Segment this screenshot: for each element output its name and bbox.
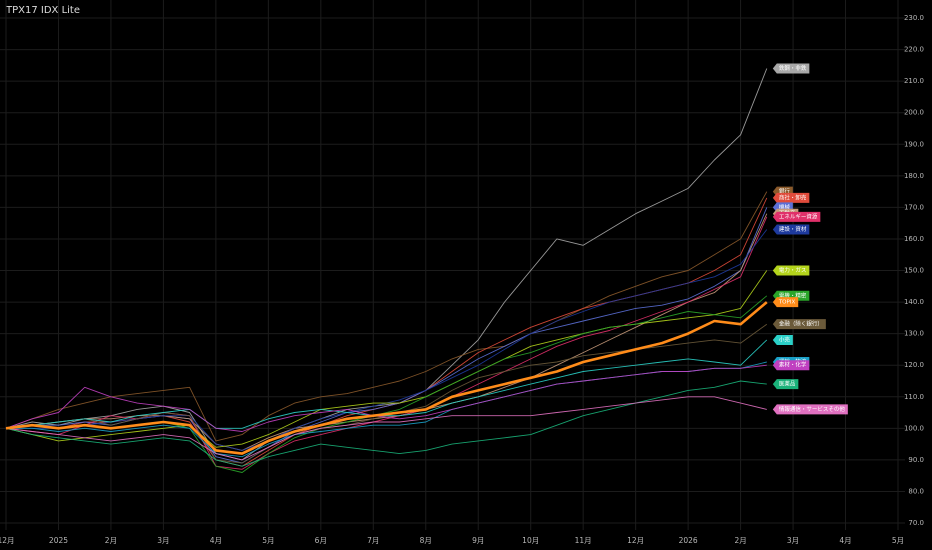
- y-tick-label: 170.0: [904, 203, 924, 211]
- series-tag: 鉄鋼・非鉄: [772, 63, 810, 74]
- y-tick-label: 120.0: [904, 361, 924, 369]
- x-tick-label: 6月: [315, 536, 327, 545]
- y-tick-label: 90.0: [908, 456, 924, 464]
- series-tag: 商社・卸売: [772, 192, 810, 203]
- series-tag-label: 商社・卸売: [779, 193, 807, 201]
- series-line: [5, 380, 767, 467]
- series-tag-box: [772, 334, 793, 345]
- y-tick-label: 210.0: [904, 77, 924, 85]
- series-tag-box: [772, 319, 826, 330]
- x-tick-label: 2月: [734, 536, 746, 545]
- x-tick-label: 7月: [367, 536, 379, 545]
- series-line: [5, 339, 768, 429]
- series-tag: 電力・ガス: [772, 265, 810, 276]
- series-line: [5, 191, 768, 442]
- series-tag-label: 鉄鋼・非鉄: [779, 64, 807, 72]
- series-tag-label: 電機・精密: [779, 291, 807, 299]
- series-tag-box: [772, 192, 810, 203]
- series-line: [5, 216, 768, 470]
- series-line: [6, 361, 767, 458]
- x-tick-label: 3月: [787, 536, 799, 545]
- series-tag-label: 電力・ガス: [779, 266, 807, 274]
- x-tick-label: 4月: [210, 536, 222, 545]
- x-tick-label: 9月: [472, 536, 484, 545]
- x-tick-label: 5月: [262, 536, 274, 545]
- series-line: [5, 270, 768, 448]
- y-tick-label: 150.0: [904, 267, 924, 275]
- x-tick-label: 2026: [679, 536, 698, 545]
- x-tick-label: 11月: [575, 536, 592, 545]
- y-tick-label: 110.0: [904, 393, 924, 401]
- grid: [0, 0, 905, 530]
- y-tick-label: 80.0: [908, 487, 924, 495]
- x-tick-label: 10月: [522, 536, 539, 545]
- series-tag: 医薬品: [772, 379, 799, 390]
- y-tick-label: 70.0: [908, 519, 924, 527]
- series-line: [5, 301, 768, 455]
- x-tick-label: 2月: [105, 536, 117, 545]
- x-tick-label: 3月: [157, 536, 169, 545]
- series-tag-label: 医薬品: [779, 380, 796, 388]
- series-tag-box: [772, 360, 810, 371]
- series-tag-label: 素材・化学: [779, 361, 807, 369]
- series-line: [5, 68, 768, 461]
- x-tick-label: 5月: [892, 536, 904, 545]
- series-tag-label: 建設・資材: [779, 225, 807, 233]
- y-tick-label: 200.0: [904, 109, 924, 117]
- y-tick-label: 220.0: [904, 46, 924, 54]
- series-tag-box: [772, 379, 799, 390]
- series-tag: 小売: [772, 334, 793, 345]
- chart-title: TPX17 IDX Lite: [5, 5, 80, 16]
- x-tick-label: 12月: [627, 536, 644, 545]
- y-tick-label: 160.0: [904, 235, 924, 243]
- series-tag-label: 金融（除く銀行）: [779, 320, 823, 328]
- series-tag-label: エネルギー資源: [779, 212, 818, 220]
- series-line: [5, 396, 767, 461]
- series-tag-label: 機械: [779, 203, 791, 211]
- series-line: [5, 364, 767, 432]
- y-tick-label: 140.0: [904, 298, 924, 306]
- tags: 鉄鋼・非鉄銀行商社・卸売機械不動産エネルギー資源建設・資材電力・ガス電機・精密T…: [772, 63, 848, 415]
- y-tick-label: 130.0: [904, 330, 924, 338]
- series-tag-box: [772, 404, 848, 415]
- series-tag-label: TOPIX: [778, 300, 796, 306]
- series-tag-label: 小売: [779, 335, 791, 343]
- series-tag-box: [772, 265, 810, 276]
- y-tick-label: 230.0: [904, 14, 924, 22]
- series-tag: 金融（除く銀行）: [772, 319, 826, 330]
- series-tag: エネルギー資源: [772, 211, 821, 222]
- y-tick-label: 100.0: [904, 424, 924, 432]
- series-tag-label: 銀行: [779, 187, 791, 195]
- series-tag-box: [772, 224, 810, 235]
- series-tag-label: 情報通信・サービスその他: [779, 405, 846, 413]
- series-tag-box: [772, 211, 821, 222]
- x-tick-label: 4月: [839, 536, 851, 545]
- series-tag: 建設・資材: [772, 224, 810, 235]
- series-tag-box: [772, 297, 799, 308]
- series-line: [5, 207, 768, 464]
- series-tag: 情報通信・サービスその他: [772, 404, 848, 415]
- x-tick-label: 8月: [420, 536, 432, 545]
- series-tag: TOPIX: [772, 297, 799, 308]
- y-tick-label: 180.0: [904, 172, 924, 180]
- x-tick-label: 12月: [0, 536, 15, 545]
- x-tick-label: 2025: [49, 536, 68, 545]
- series-tag: 素材・化学: [772, 360, 810, 371]
- series-tag-box: [772, 63, 810, 74]
- y-tick-label: 190.0: [904, 140, 924, 148]
